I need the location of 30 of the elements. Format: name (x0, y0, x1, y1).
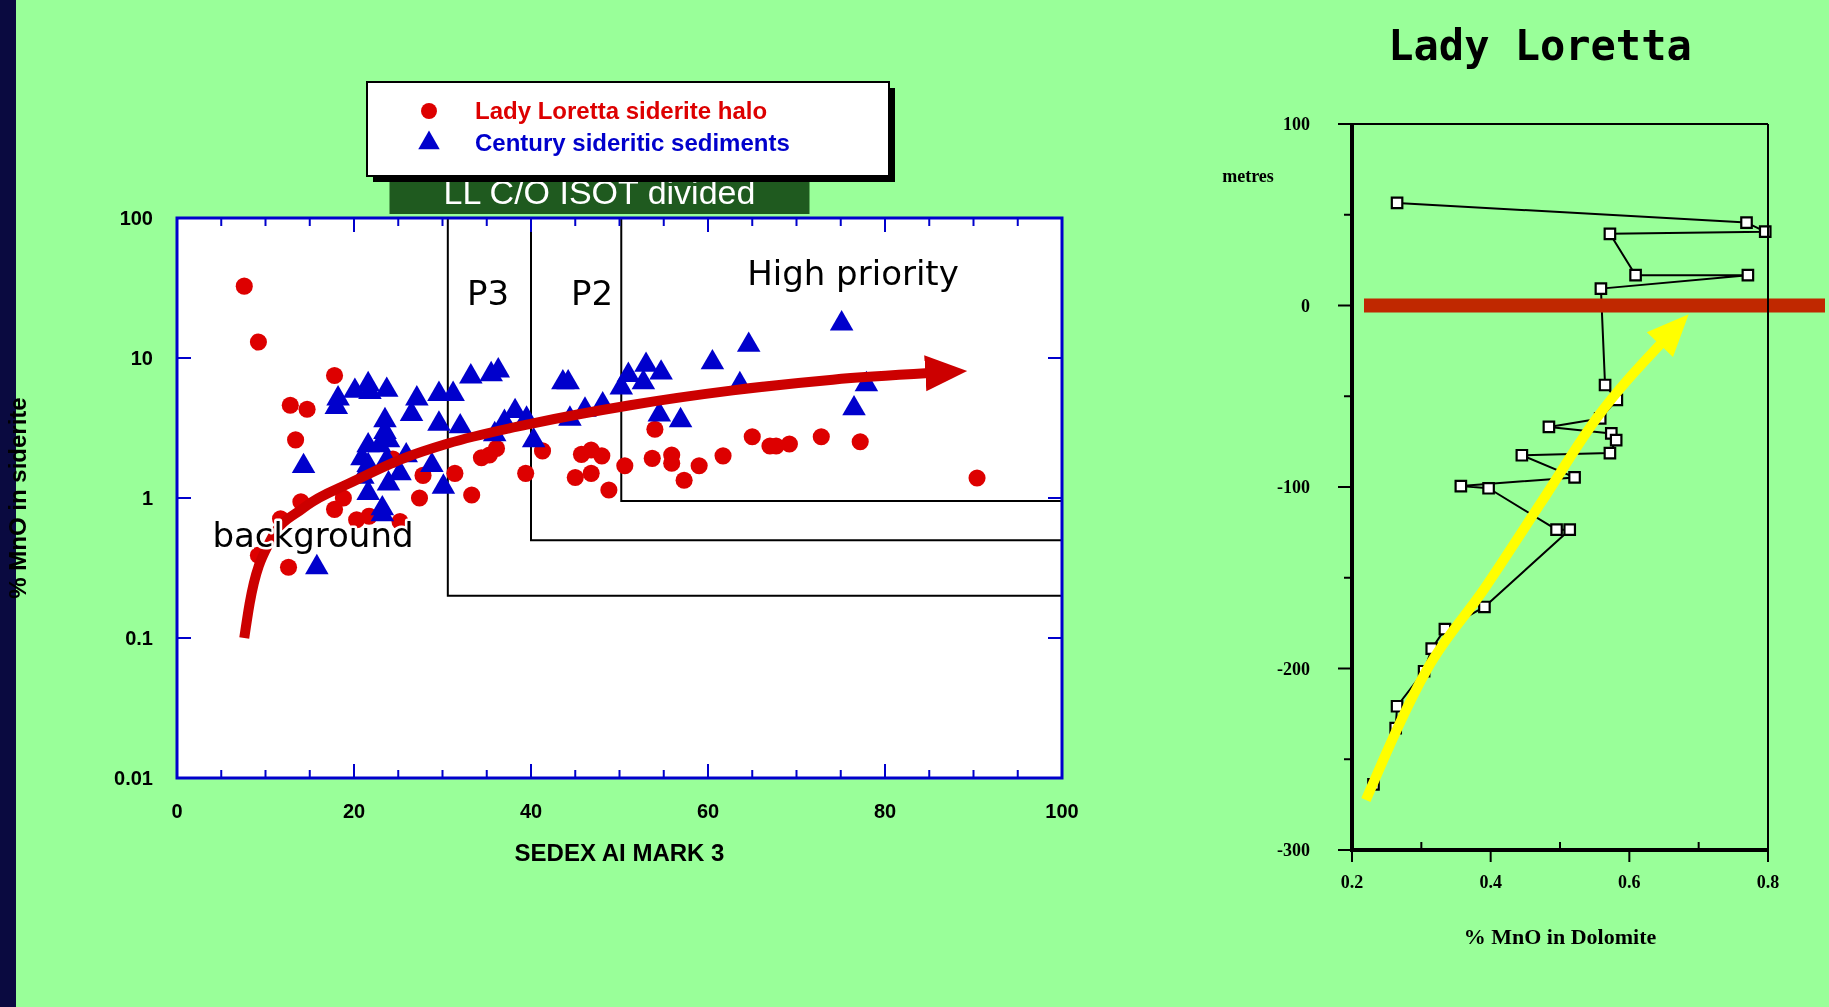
x-tick-label: 100 (1045, 800, 1079, 822)
x-tick-label: 0 (171, 800, 183, 822)
y-tick-label: 1 (141, 487, 153, 509)
x-axis-title: SEDEX AI MARK 3 (514, 839, 725, 866)
y-tick-label: 100 (119, 207, 153, 229)
y-tick-label: -100 (1277, 477, 1310, 498)
annotation: P2 (570, 272, 614, 313)
y-tick-label: -200 (1277, 658, 1310, 679)
x-tick-label: 60 (696, 800, 720, 822)
y-tick-label: 10 (130, 347, 153, 369)
y-tick-label: 0.1 (125, 627, 153, 649)
y-tick-label: 100 (1283, 114, 1310, 135)
y-axis-title: % MnO in siderite (4, 397, 31, 599)
y-tick-label: 0.01 (114, 767, 153, 789)
y-tick-label: -300 (1277, 840, 1310, 861)
x-tick-label: 20 (342, 800, 366, 822)
y-tick-label: 0 (1301, 295, 1310, 316)
legend-label: Century sideritic sediments (475, 129, 790, 157)
x-tick-label: 0.8 (1756, 872, 1780, 892)
x-tick-label: 0.2 (1340, 872, 1364, 892)
legend-label: Lady Loretta siderite halo (475, 97, 768, 125)
annotation: High priority (747, 252, 959, 293)
x-axis-title: % MnO in Dolomite (1463, 924, 1657, 949)
y-axis-title: metres (1222, 166, 1274, 186)
chart-title: Lady Loretta (1388, 21, 1692, 70)
x-tick-label: 0.4 (1479, 872, 1502, 892)
x-tick-label: 40 (519, 800, 543, 822)
annotation: P3 (466, 272, 510, 313)
x-tick-label: 80 (873, 800, 897, 822)
x-tick-label: 0.6 (1618, 872, 1641, 892)
